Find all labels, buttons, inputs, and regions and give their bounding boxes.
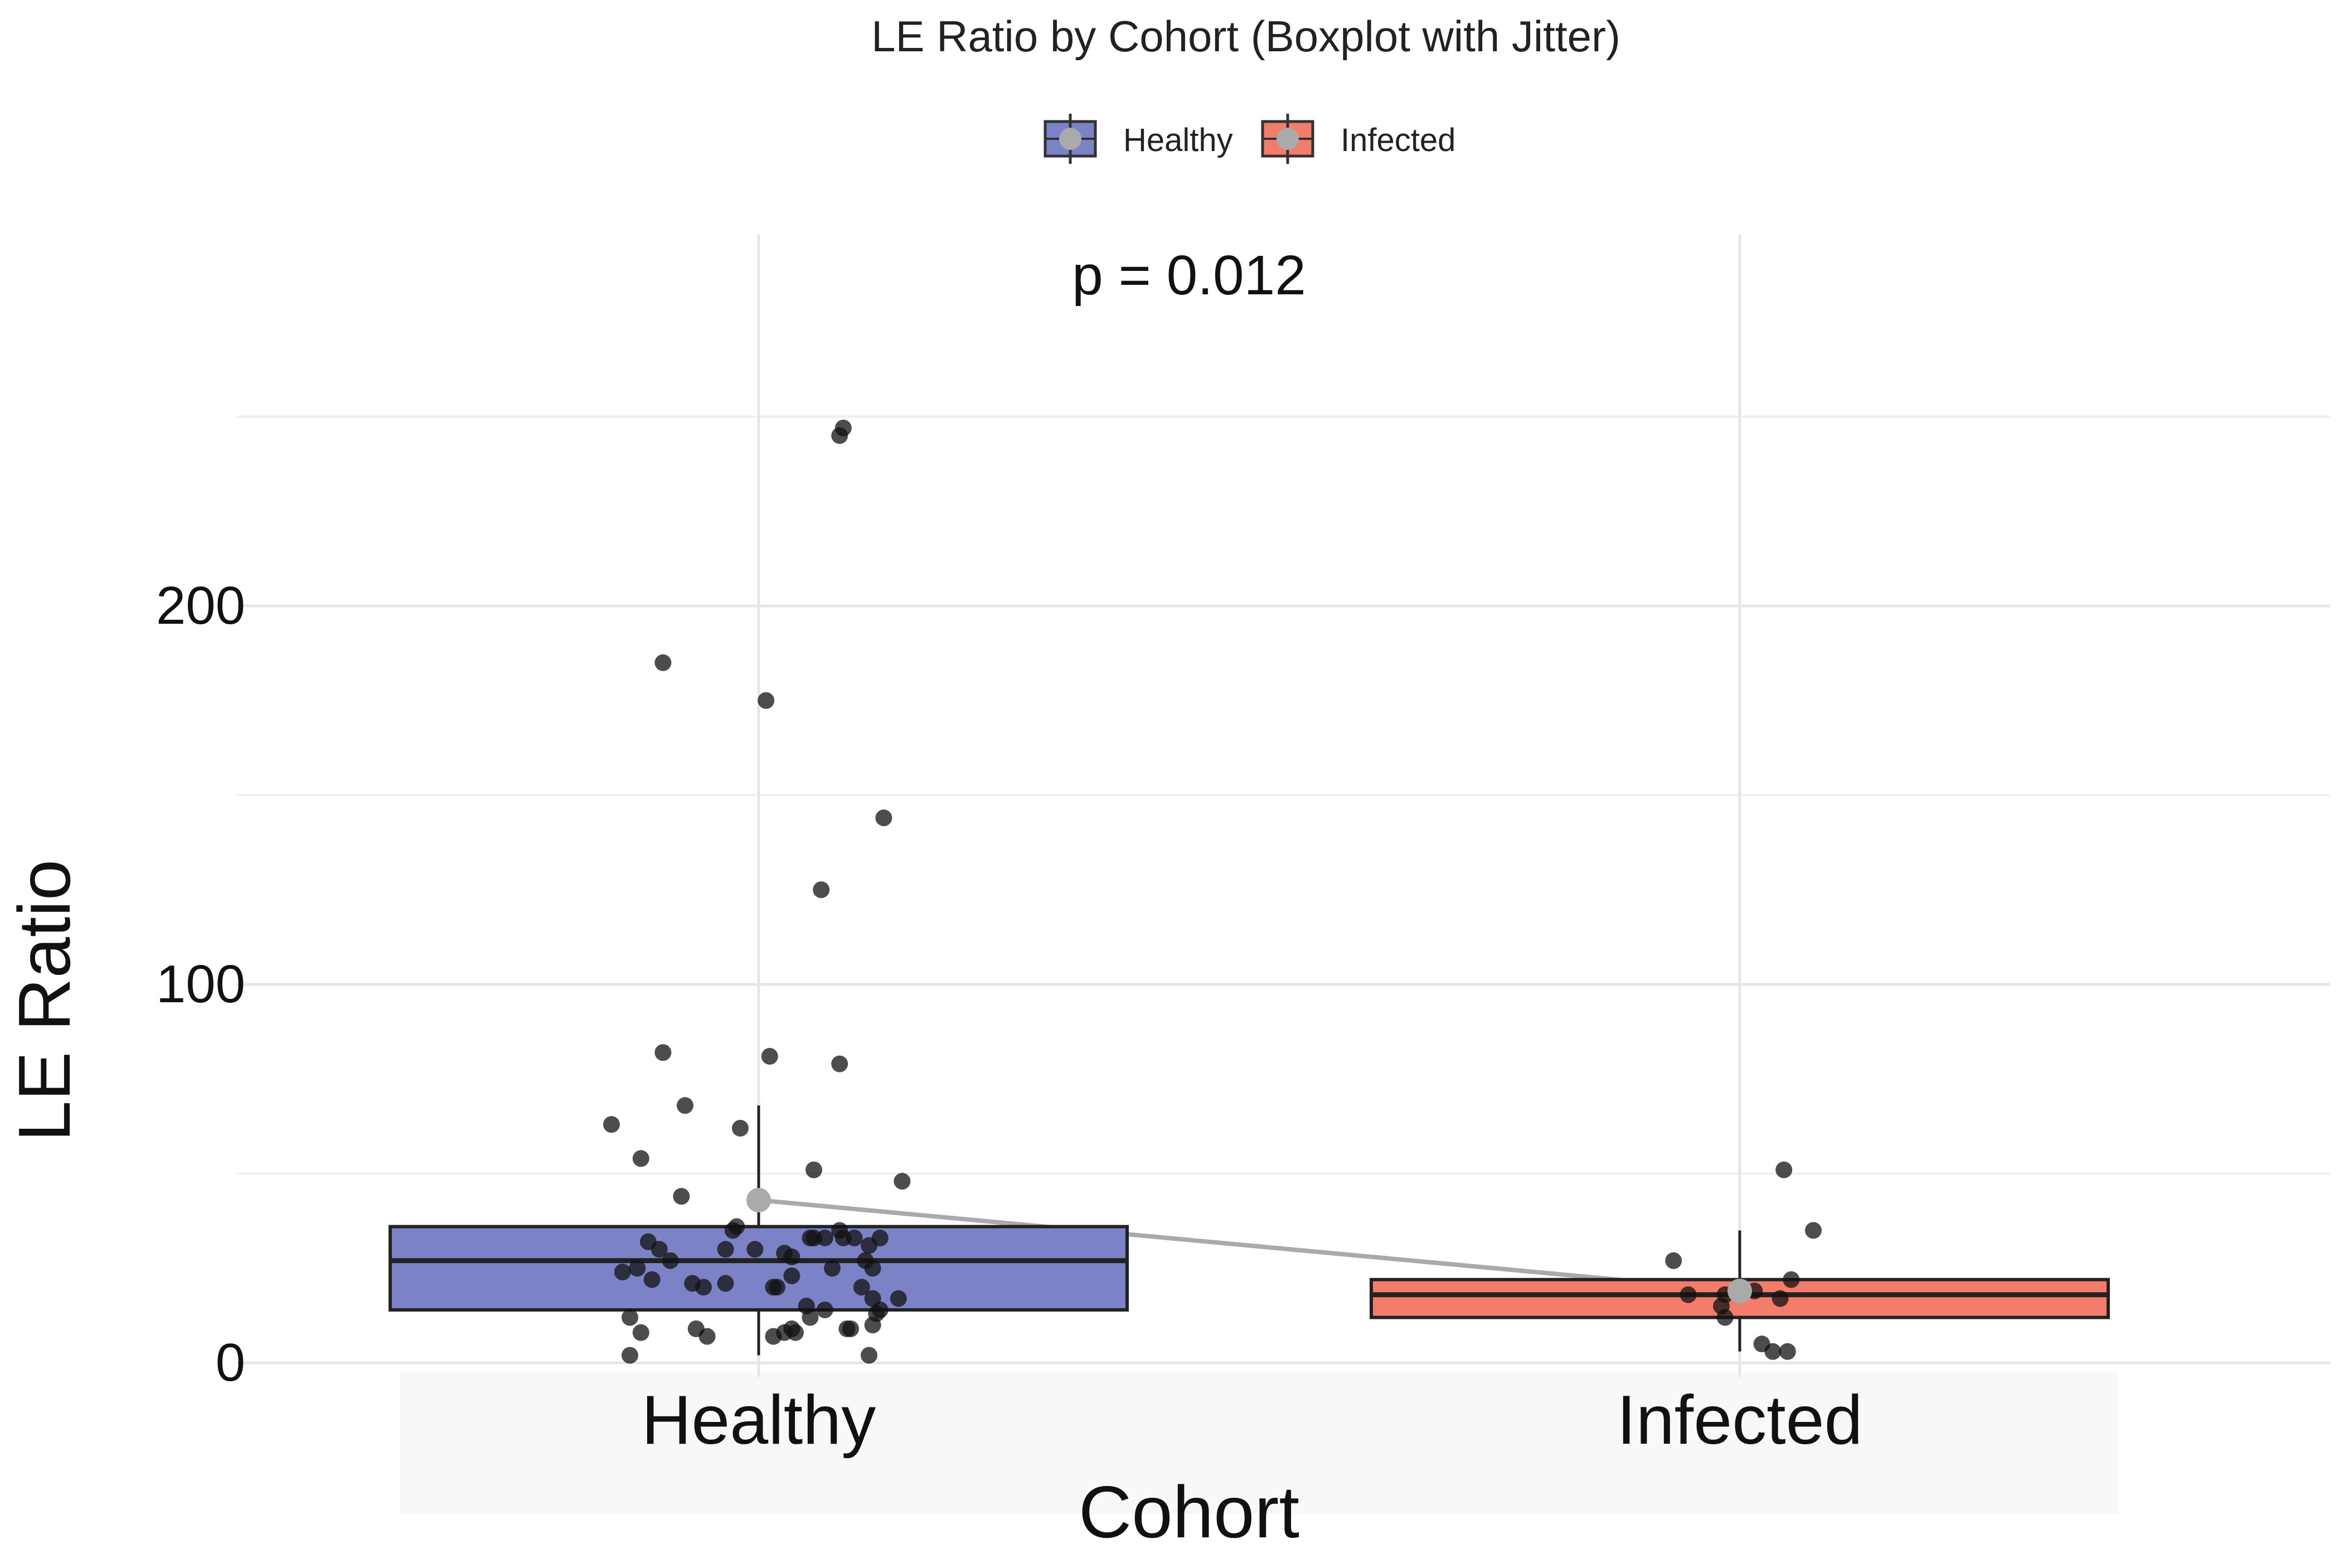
data-point [654,654,672,671]
legend-label-infected: Infected [1341,122,1455,158]
data-point [651,1241,668,1258]
data-point [632,1324,649,1341]
y-tick-label: 200 [156,576,245,635]
p-value-annotation: p = 0.012 [1072,244,1306,307]
data-point [622,1347,638,1364]
data-point [717,1241,734,1258]
data-point [695,1279,712,1296]
x-axis-label: Cohort [1079,1471,1299,1553]
data-point [673,1188,690,1205]
data-point [805,1161,822,1178]
data-point [1783,1271,1800,1288]
data-point [816,1301,833,1318]
data-point [632,1150,649,1167]
chart-title: LE Ratio by Cohort (Boxplot with Jitter) [871,12,1620,61]
data-point [677,1097,693,1114]
data-point [853,1279,870,1296]
mean-marker [746,1188,771,1213]
data-point [717,1275,734,1292]
gridlines [237,234,2330,1377]
legend-key-mean-marker [1277,128,1299,150]
y-tick-label: 100 [156,954,245,1014]
data-point [864,1317,881,1334]
mean-connecting-line [758,1198,1740,1293]
legend-label-healthy: Healthy [1123,122,1233,158]
data-point [1665,1252,1682,1269]
data-point [802,1309,819,1326]
data-point [846,1229,863,1246]
data-point [1775,1161,1793,1178]
box-healthy [389,1225,1129,1312]
data-point [769,1279,785,1296]
data-point [698,1328,716,1345]
data-point [861,1347,877,1364]
data-point [831,1055,848,1072]
y-axis-label: LE Ratio [3,860,85,1142]
data-point [643,1271,661,1288]
data-point [842,1320,859,1337]
y-axis-ticks: 0 100 200 [156,576,245,1392]
jitter-points [603,419,1822,1364]
data-point [861,1237,877,1254]
data-point [1779,1343,1796,1360]
data-point [813,881,830,899]
x-axis-ticks: Healthy Infected [642,1382,1863,1459]
data-point [875,809,892,827]
mean-marker [1727,1278,1752,1303]
data-point [783,1248,800,1265]
data-point [629,1260,646,1277]
data-point [783,1267,800,1284]
data-point [816,1229,833,1246]
data-point [758,692,775,709]
data-point [1772,1290,1789,1307]
data-point [732,1120,749,1137]
data-point [622,1309,638,1326]
data-point [890,1290,907,1307]
data-point [1764,1343,1782,1360]
data-point [662,1252,679,1269]
data-point [614,1264,631,1281]
data-point [765,1328,782,1345]
data-point [724,1222,741,1239]
data-point [1716,1309,1734,1326]
x-tick-label: Infected [1617,1382,1862,1459]
data-point [864,1260,881,1277]
data-point [787,1324,804,1341]
data-point [603,1116,620,1133]
data-point [1805,1222,1822,1239]
data-point [761,1048,778,1065]
data-point [746,1241,764,1258]
legend-key-mean-marker [1059,128,1081,150]
mean-line-group [758,1198,1740,1293]
data-point [831,427,848,444]
data-point [654,1044,672,1061]
data-point [1680,1286,1697,1303]
x-tick-label: Healthy [642,1382,876,1459]
legend: Healthy Infected [1044,114,1455,164]
data-point [824,1260,841,1277]
x-axis-label-band [400,1372,2118,1514]
data-point [894,1173,911,1190]
mean-markers [746,1188,1752,1303]
y-tick-label: 0 [216,1333,245,1392]
